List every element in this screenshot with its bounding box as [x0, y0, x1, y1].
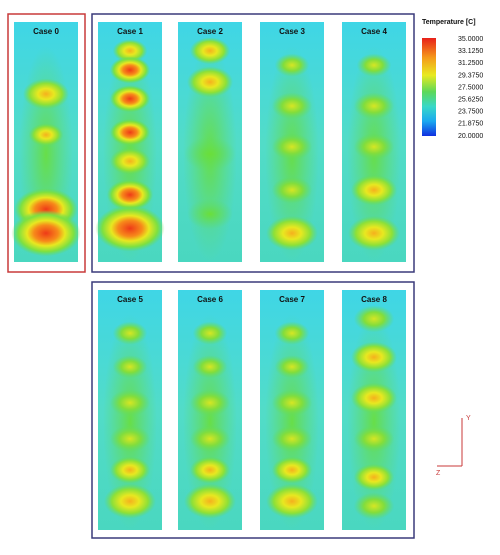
contour-region — [189, 456, 231, 484]
contour-region — [356, 53, 392, 77]
contour-region — [109, 56, 151, 84]
legend-tick-label: 27.5000 — [458, 84, 483, 91]
contour-region — [274, 53, 310, 77]
contour-region — [192, 321, 228, 345]
z-label: Z — [436, 470, 441, 477]
colorbar — [422, 38, 436, 136]
contour-region — [271, 133, 313, 161]
contour-region — [266, 215, 318, 251]
frame — [7, 13, 86, 273]
contour-region — [348, 215, 400, 251]
legend-tick-label: 20.0000 — [458, 133, 483, 140]
panel-label: Case 7 — [279, 295, 305, 304]
panel-label: Case 6 — [197, 295, 223, 304]
contour-region — [184, 483, 236, 519]
contour-region — [189, 425, 231, 453]
contour-region — [274, 321, 310, 345]
contour-region — [112, 321, 148, 345]
contour-region — [22, 78, 70, 110]
contour-region — [271, 425, 313, 453]
panel-label: Case 8 — [361, 295, 387, 304]
contour-region — [350, 174, 398, 206]
legend-tick-label: 31.2500 — [458, 60, 483, 67]
panel-label: Case 0 — [33, 27, 59, 36]
contour-region — [109, 456, 151, 484]
y-label: Y — [466, 415, 471, 422]
contour-region — [189, 389, 231, 417]
frame — [91, 281, 415, 539]
contour-region — [28, 123, 64, 147]
contour-region — [266, 483, 318, 519]
contour-region — [112, 39, 148, 63]
contour-region — [112, 355, 148, 379]
contour-region — [353, 492, 395, 520]
contour-region — [106, 179, 154, 211]
legend-tick-label: 21.8750 — [458, 121, 483, 128]
axes-icon: Y Z — [436, 415, 471, 477]
contour-region — [350, 341, 398, 373]
contour-region — [109, 389, 151, 417]
contour-region — [192, 355, 228, 379]
contour-region — [11, 210, 81, 257]
legend-tick-label: 25.6250 — [458, 97, 483, 104]
contour-region — [184, 136, 236, 172]
legend-tick-label: 33.1250 — [458, 48, 483, 55]
contour-region — [274, 355, 310, 379]
panel-label: Case 4 — [361, 27, 387, 36]
contour-region — [95, 205, 165, 252]
contour-region — [271, 176, 313, 204]
contour-region — [186, 66, 234, 98]
panel-label: Case 5 — [117, 295, 143, 304]
panel-label: Case 3 — [279, 27, 305, 36]
contour-region — [350, 382, 398, 414]
contour-region — [353, 133, 395, 161]
contour-region — [353, 463, 395, 491]
frame — [91, 13, 415, 273]
legend-tick-label: 23.7500 — [458, 109, 483, 116]
panel-label: Case 1 — [117, 27, 143, 36]
legend-title: Temperature [C] — [422, 19, 476, 26]
contour-region — [353, 305, 395, 333]
legend-tick-label: 29.3750 — [458, 72, 483, 79]
contour-region — [104, 483, 156, 519]
contour-region — [271, 92, 313, 120]
contour-region — [186, 198, 234, 230]
contour-region — [353, 425, 395, 453]
contour-region — [189, 37, 231, 65]
legend-tick-label: 35.0000 — [458, 36, 483, 43]
contour-region — [109, 425, 151, 453]
contour-region — [271, 389, 313, 417]
contour-region — [109, 118, 151, 146]
contour-region — [109, 85, 151, 113]
panel-label: Case 2 — [197, 27, 223, 36]
contour-region — [109, 147, 151, 175]
contour-region — [271, 456, 313, 484]
contour-region — [353, 92, 395, 120]
